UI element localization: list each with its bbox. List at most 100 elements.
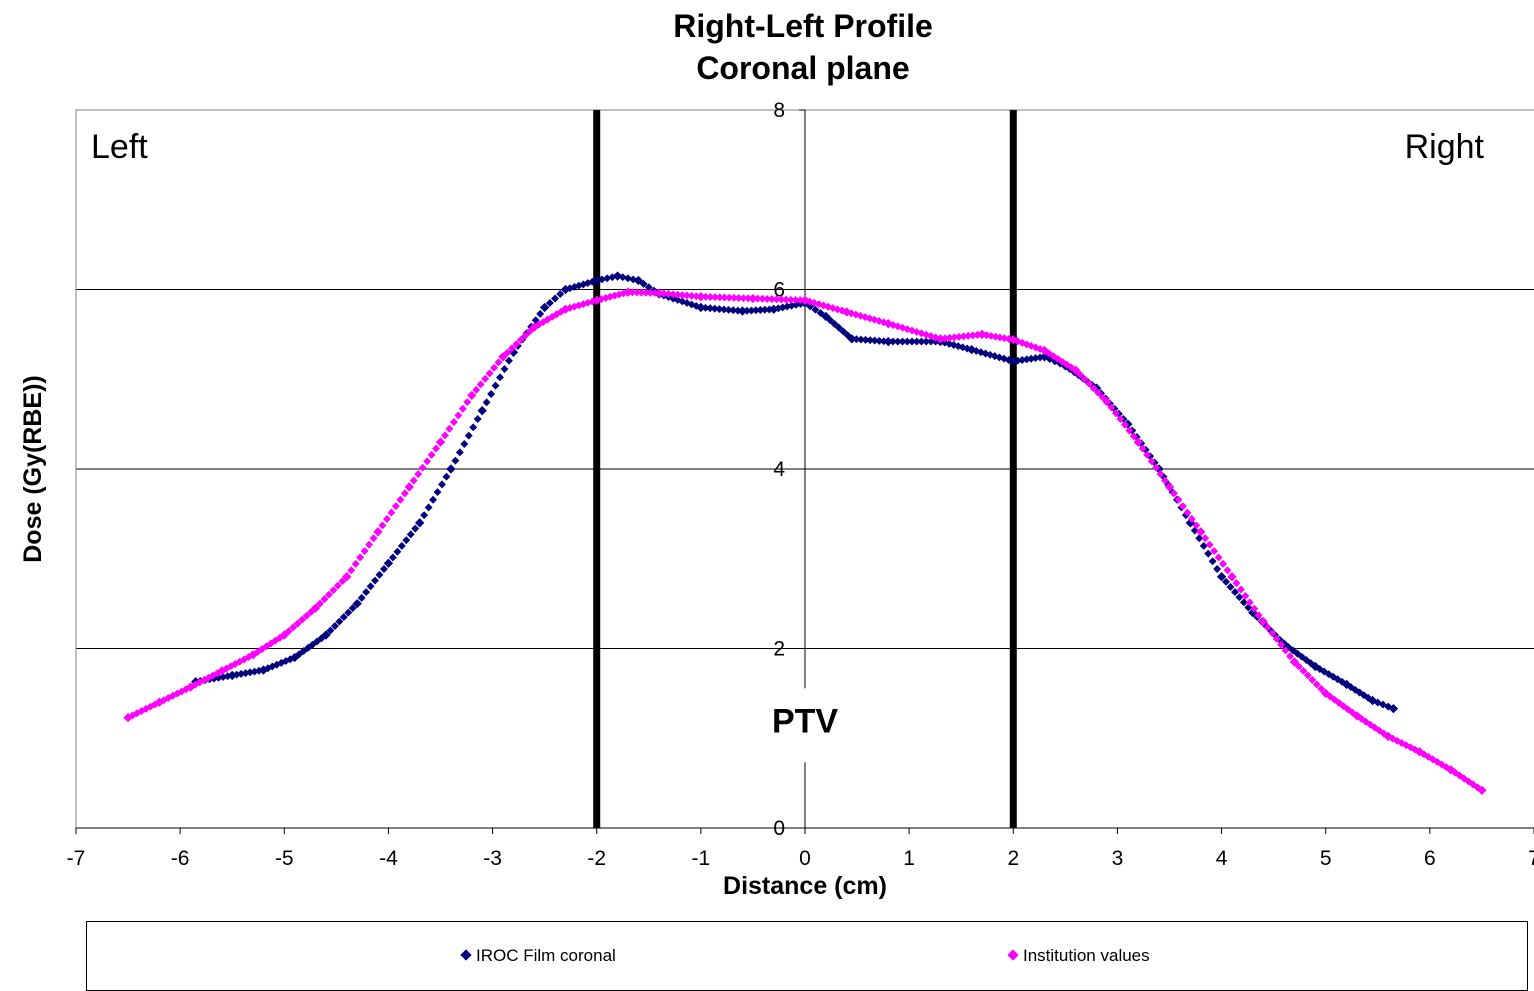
series-marker (418, 463, 427, 472)
series-marker (1263, 623, 1272, 632)
series-marker (378, 521, 387, 530)
data-point (654, 288, 664, 298)
series-marker (351, 559, 360, 568)
series-marker (449, 418, 458, 427)
series-marker (396, 495, 405, 504)
series-marker (442, 472, 451, 481)
series-marker (473, 415, 482, 423)
series-marker (1281, 646, 1290, 655)
series-marker (1213, 565, 1222, 573)
series-marker (1231, 588, 1239, 597)
series-marker (1098, 393, 1107, 402)
series-marker (380, 565, 388, 573)
chart-subtitle: Coronal plane (696, 50, 910, 86)
data-point (342, 572, 352, 582)
series-marker (441, 431, 449, 440)
series-marker (1125, 426, 1134, 435)
series-marker (424, 503, 433, 512)
series-marker (500, 365, 509, 373)
series-marker (406, 530, 415, 539)
series-marker (402, 536, 411, 545)
series-marker (1317, 684, 1326, 693)
series-marker (504, 356, 513, 365)
series-marker (1120, 420, 1129, 429)
series-marker (1241, 591, 1250, 600)
series-marker (491, 381, 500, 390)
legend: IROC Film coronal Institution values (86, 921, 1528, 991)
series-marker (476, 380, 485, 389)
data-point (612, 271, 623, 281)
series-marker (397, 541, 406, 550)
series-marker (1195, 534, 1204, 543)
series-marker (1235, 593, 1244, 602)
series-marker (1223, 566, 1232, 575)
series-marker (438, 480, 446, 489)
series-marker (487, 390, 496, 398)
series-marker (1308, 675, 1317, 684)
series-marker (375, 570, 384, 579)
series-marker (1129, 432, 1138, 441)
series-marker (1236, 585, 1245, 594)
series-marker (507, 344, 516, 353)
series-marker (454, 411, 463, 420)
x-tick-label: -3 (483, 847, 502, 870)
series-marker (356, 553, 365, 562)
y-tick-label: 6 (773, 279, 785, 302)
series-marker (503, 348, 512, 357)
legend-marker-iroc-film (460, 948, 472, 961)
x-tick-label: -4 (379, 847, 398, 870)
legend-item-institution: Institution values (1007, 946, 1150, 966)
series-marker (455, 448, 464, 457)
series-marker (1219, 559, 1228, 568)
series-marker (391, 502, 400, 511)
legend-item-iroc-film: IROC Film coronal (460, 946, 616, 966)
data-point (1196, 527, 1206, 537)
series-marker (365, 540, 374, 549)
series-marker (1116, 415, 1125, 423)
series-marker (1272, 634, 1281, 643)
series-marker (1222, 577, 1230, 586)
data-point (321, 630, 331, 640)
series-marker (1174, 495, 1183, 504)
series-marker (1245, 598, 1254, 607)
series-marker (1303, 671, 1312, 680)
chart-title: Right-Left Profile (673, 8, 933, 44)
data-point (737, 306, 748, 316)
series-marker (469, 423, 478, 432)
series-marker (387, 508, 396, 517)
series-marker (427, 450, 436, 459)
series-marker (1085, 379, 1094, 388)
series-marker (1232, 579, 1241, 588)
series-marker (1076, 370, 1085, 379)
series-marker (494, 358, 503, 367)
data-point (310, 603, 321, 613)
series-marker (463, 398, 472, 407)
data-point (748, 293, 758, 304)
series-marker (366, 582, 375, 591)
series-marker (1107, 403, 1116, 412)
series-marker (1187, 515, 1196, 523)
series-marker (1183, 508, 1192, 517)
y-tick-label: 0 (773, 817, 785, 840)
data-point (696, 292, 706, 302)
series-marker (1204, 549, 1213, 558)
series-marker (1239, 598, 1248, 607)
series-marker (1152, 463, 1161, 472)
series-marker (1250, 604, 1259, 613)
series-marker (1138, 444, 1147, 453)
data-point (883, 336, 893, 347)
series-marker (400, 489, 409, 498)
series-marker (429, 495, 438, 504)
series-marker (1268, 629, 1277, 638)
x-tick-label: 2 (1007, 847, 1019, 870)
data-point (935, 334, 946, 344)
series-marker (551, 294, 560, 303)
series-marker (393, 547, 402, 556)
x-tick-label: 3 (1112, 847, 1124, 870)
x-axis-label: Distance (cm) (723, 872, 887, 900)
series-marker (1254, 611, 1263, 620)
y-axis-label: Dose (Gy(RBE)) (19, 375, 47, 563)
legend-label-iroc-film: IROC Film coronal (476, 946, 616, 965)
x-tick-label: -6 (171, 847, 190, 870)
